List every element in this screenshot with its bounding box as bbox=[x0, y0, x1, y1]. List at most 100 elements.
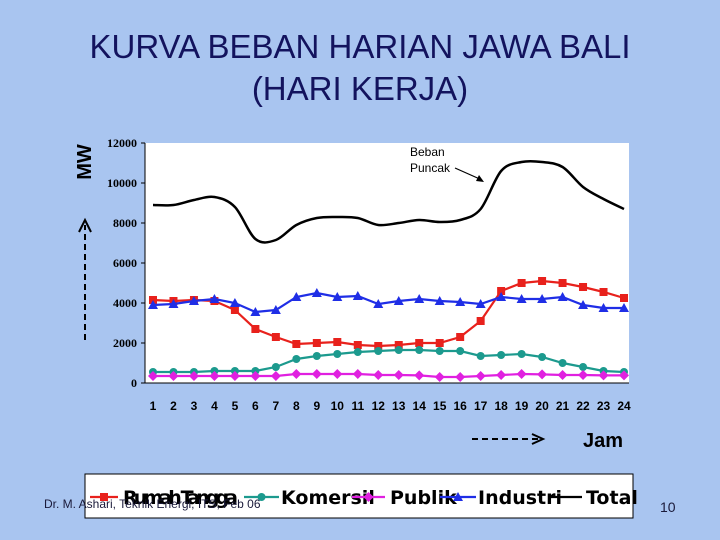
data-point bbox=[393, 296, 404, 305]
data-point bbox=[271, 363, 280, 371]
plot-area bbox=[145, 143, 629, 383]
x-tick-label: 8 bbox=[293, 399, 300, 413]
x-tick-label: 17 bbox=[474, 399, 488, 413]
data-point bbox=[209, 371, 220, 381]
data-point bbox=[517, 279, 526, 287]
data-point bbox=[456, 347, 465, 355]
legend-label: Total bbox=[586, 487, 638, 509]
y-tick-label: 2000 bbox=[113, 336, 137, 350]
x-tick-label: 13 bbox=[392, 399, 406, 413]
data-point bbox=[496, 370, 507, 380]
data-point bbox=[415, 346, 424, 354]
data-point bbox=[497, 351, 506, 359]
data-point bbox=[374, 342, 383, 350]
data-point bbox=[414, 294, 425, 303]
legend-item-industri: Industri bbox=[440, 487, 562, 509]
x-tick-label: 22 bbox=[576, 399, 590, 413]
data-point bbox=[209, 294, 220, 303]
y-tick-label: 12000 bbox=[107, 136, 137, 150]
data-point bbox=[557, 370, 568, 380]
x-tick-label: 20 bbox=[535, 399, 549, 413]
data-point bbox=[393, 370, 404, 380]
x-tick-label: 3 bbox=[191, 399, 198, 413]
x-axis-arrow-head bbox=[531, 433, 546, 445]
data-point bbox=[517, 350, 526, 358]
y-tick-label: 10000 bbox=[107, 176, 137, 190]
legend-item-rumah-tangga: Rumah Tangga bbox=[90, 487, 238, 509]
data-point bbox=[311, 369, 322, 379]
data-point bbox=[270, 305, 281, 314]
legend-label: Publik bbox=[390, 487, 457, 509]
data-point bbox=[538, 353, 547, 361]
data-point bbox=[456, 333, 465, 341]
data-point bbox=[516, 369, 527, 379]
data-point bbox=[475, 299, 486, 308]
data-point bbox=[557, 292, 568, 301]
data-point bbox=[558, 359, 567, 367]
legend-item-komersil: Komersil bbox=[244, 487, 375, 509]
x-axis-label: Jam bbox=[583, 430, 623, 452]
data-point bbox=[374, 347, 383, 355]
data-point bbox=[598, 303, 609, 312]
x-tick-label: 12 bbox=[372, 399, 386, 413]
data-point bbox=[332, 292, 343, 301]
data-point bbox=[188, 371, 199, 381]
data-point bbox=[415, 339, 424, 347]
annotation-line2: Puncak bbox=[410, 161, 451, 175]
series-industri bbox=[148, 288, 629, 316]
x-tick-label: 5 bbox=[232, 399, 239, 413]
data-point bbox=[270, 371, 281, 381]
data-point bbox=[148, 300, 158, 309]
data-point bbox=[558, 279, 567, 287]
data-point bbox=[168, 299, 179, 308]
data-point bbox=[578, 300, 589, 309]
data-point bbox=[292, 340, 301, 348]
x-tick-label: 19 bbox=[515, 399, 529, 413]
x-tick-label: 9 bbox=[313, 399, 320, 413]
y-tick-label: 0 bbox=[131, 376, 137, 390]
x-tick-label: 18 bbox=[494, 399, 508, 413]
data-point bbox=[333, 338, 342, 346]
series-total bbox=[152, 159, 625, 244]
data-point bbox=[332, 369, 343, 379]
data-point bbox=[250, 307, 261, 316]
data-point bbox=[251, 325, 260, 333]
x-tick-label: 23 bbox=[597, 399, 611, 413]
x-tick-label: 14 bbox=[413, 399, 427, 413]
data-point bbox=[579, 363, 588, 371]
data-point bbox=[257, 493, 266, 501]
data-point bbox=[455, 297, 466, 306]
data-point bbox=[292, 355, 301, 363]
data-point bbox=[434, 296, 445, 305]
legend-item-total: Total bbox=[551, 487, 638, 509]
slide-title-line1: KURVA BEBAN HARIAN JAWA BALI bbox=[89, 28, 631, 65]
data-point bbox=[188, 296, 199, 305]
data-point bbox=[599, 288, 608, 296]
data-point bbox=[579, 283, 588, 291]
data-point bbox=[291, 292, 302, 301]
series-line bbox=[152, 159, 625, 244]
data-point bbox=[353, 341, 362, 349]
data-point bbox=[168, 371, 179, 381]
data-point bbox=[373, 299, 384, 308]
x-tick-label: 10 bbox=[331, 399, 345, 413]
data-point bbox=[363, 492, 374, 502]
data-point bbox=[229, 371, 240, 381]
data-point bbox=[352, 369, 363, 379]
y-tick-label: 6000 bbox=[113, 256, 137, 270]
data-point bbox=[229, 298, 240, 307]
annotation-line1: Beban bbox=[410, 145, 445, 159]
data-point bbox=[475, 371, 486, 381]
data-point bbox=[598, 370, 609, 381]
x-tick-label: 15 bbox=[433, 399, 447, 413]
data-point bbox=[619, 303, 629, 312]
data-point bbox=[311, 288, 322, 297]
data-point bbox=[394, 341, 403, 349]
data-point bbox=[434, 372, 445, 382]
data-point bbox=[619, 370, 629, 381]
legend-label: Komersil bbox=[281, 487, 375, 509]
data-point bbox=[538, 277, 547, 285]
x-tick-label: 1 bbox=[150, 399, 157, 413]
slide-title-line2: (HARI KERJA) bbox=[251, 70, 469, 107]
